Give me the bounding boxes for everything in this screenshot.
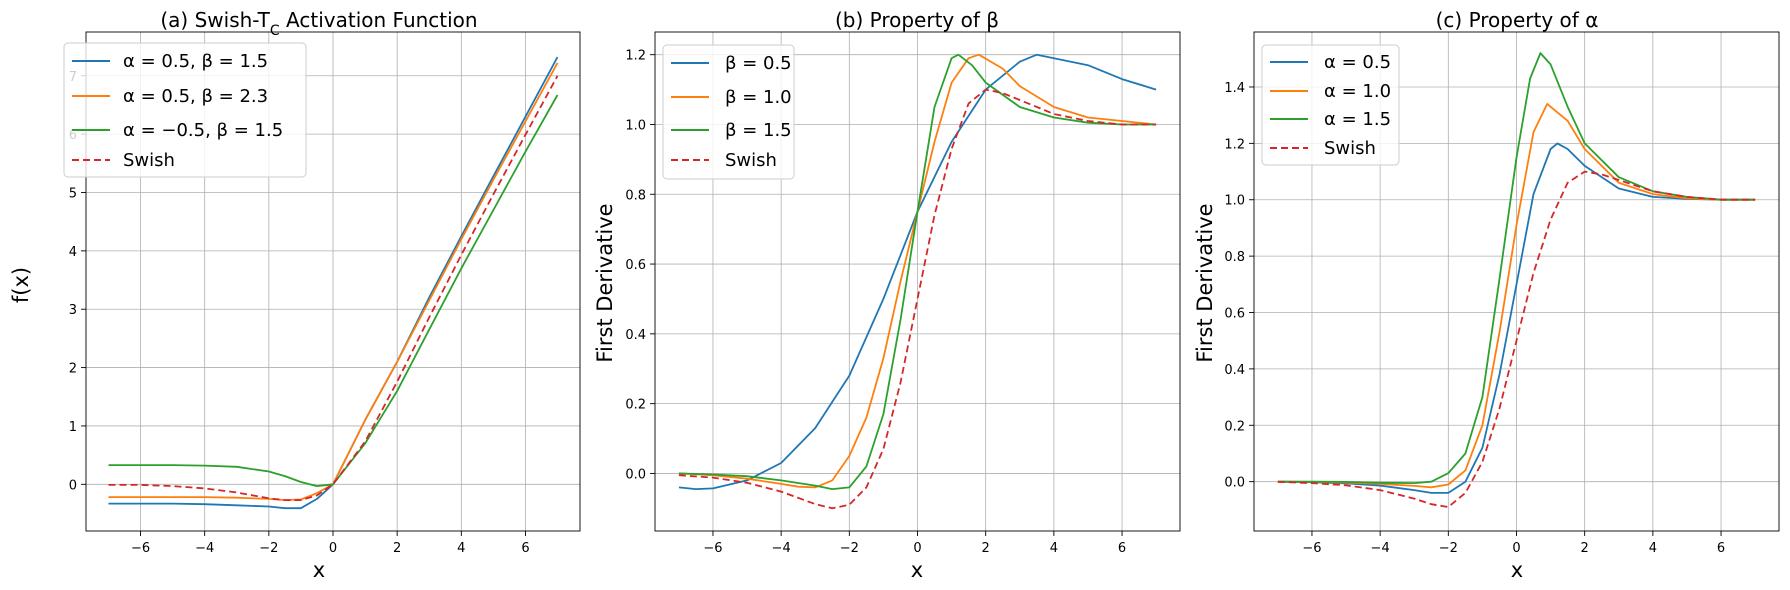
- panel-c-ytick-label-1: 0.2: [1224, 419, 1245, 434]
- panel-a-ytick-label-0: 0: [69, 478, 77, 493]
- panel-c-legend-label-2: α = 1.0: [1324, 81, 1391, 102]
- panel-b-xtick-label-0: −6: [703, 541, 722, 556]
- panel-b-legend-label-2: β = 1.0: [725, 87, 792, 108]
- panel-a-series-line-1: [108, 56, 559, 510]
- panel-b-ylabel: First Derivative: [593, 203, 617, 362]
- panel-a-legend-label-4: Swish: [123, 150, 175, 171]
- panel-c-xtick-label-1: −4: [1371, 541, 1390, 556]
- panel-a-series-line-4: [108, 75, 559, 502]
- panel-c-xtick-label-6: 6: [1717, 541, 1725, 556]
- panel-b-ytick-label-6: 1.2: [625, 49, 646, 64]
- panel-a-xtick-label-3: 0: [329, 541, 337, 556]
- panel-a-xtick-label-2: −2: [259, 541, 278, 556]
- panel-c-xlabel: x: [1511, 558, 1523, 582]
- panel-b-title: (b) Property of β: [835, 8, 999, 32]
- panel-b: (b) Property of β x First Derivative −6 −…: [593, 8, 1181, 582]
- panel-a: (a) Swish-TC Activation Function x f(x) …: [9, 8, 581, 582]
- panel-c-legend-label-4: Swish: [1324, 138, 1376, 159]
- panel-b-series-line-4: [678, 88, 1157, 510]
- panel-b-legend-frame: [662, 44, 795, 180]
- panel-c-ytick-label-4: 0.8: [1224, 250, 1245, 265]
- panel-c-ylabel: First Derivative: [1193, 203, 1217, 362]
- panel-b-legend: β = 0.5 β = 1.0 β = 1.5 Swish: [662, 44, 795, 180]
- panel-c-ytick-label-2: 0.4: [1224, 363, 1245, 378]
- panel-a-title: (a) Swish-TC Activation Function: [160, 8, 477, 39]
- panel-c-xtick-label-5: 4: [1649, 541, 1657, 556]
- panel-a-legend: α = 0.5, β = 1.5 α = 0.5, β = 2.3 α = −0…: [63, 42, 307, 178]
- panel-b-ytick-label-1: 0.2: [625, 398, 646, 413]
- panel-a-ylabel: f(x): [9, 267, 33, 303]
- panel-a-ytick-label-3: 3: [69, 303, 77, 318]
- panel-c-ytick-label-0: 0.0: [1224, 476, 1245, 491]
- panel-c-series-line-4: [1277, 170, 1756, 508]
- panel-a-legend-label-2: α = 0.5, β = 2.3: [123, 86, 268, 107]
- panel-a-series-line-3: [108, 94, 559, 488]
- panel-a-series-line-2: [108, 62, 559, 502]
- panel-a-legend-label-3: α = −0.5, β = 1.5: [123, 120, 283, 141]
- panel-c-legend-frame: [1261, 44, 1400, 166]
- panel-b-ytick-label-3: 0.6: [625, 258, 646, 273]
- panel-a-ytick-label-2: 2: [69, 362, 77, 377]
- panel-b-series-line-2: [678, 53, 1157, 489]
- panel-b-legend-label-4: Swish: [725, 150, 777, 171]
- panel-c-ytick-label-6: 1.2: [1224, 137, 1245, 152]
- panel-a-xtick-label-0: −6: [131, 541, 150, 556]
- panel-a-xtick-label-5: 4: [457, 541, 465, 556]
- panel-a-xlabel: x: [313, 558, 325, 582]
- panel-a-xtick-label-1: −4: [195, 541, 214, 556]
- panel-c-legend-label-3: α = 1.5: [1324, 109, 1391, 130]
- panel-a-legend-label-1: α = 0.5, β = 1.5: [123, 51, 268, 72]
- panel-c-legend-label-1: α = 0.5: [1324, 52, 1391, 73]
- panel-b-ytick-label-5: 1.0: [625, 118, 646, 133]
- panel-c-xtick-label-3: 0: [1512, 541, 1520, 556]
- panel-b-xlabel: x: [911, 558, 923, 582]
- panel-c-series-line-3: [1277, 52, 1756, 485]
- panel-c-ytick-label-7: 1.4: [1224, 81, 1245, 96]
- panel-b-ytick-label-4: 0.8: [625, 188, 646, 203]
- panel-b-grid: [655, 32, 1180, 531]
- panel-c: (c) Property of α x First Derivative −6 −…: [1193, 8, 1780, 582]
- panel-a-ytick-label-4: 4: [69, 245, 77, 260]
- panel-c-xtick-label-4: 2: [1581, 541, 1589, 556]
- panel-b-xtick-label-3: 0: [913, 541, 921, 556]
- panel-c-title: (c) Property of α: [1436, 8, 1599, 32]
- panel-b-xtick-label-2: −2: [840, 541, 859, 556]
- panel-a-legend-frame: [63, 42, 307, 178]
- panel-c-series-line-1: [1277, 142, 1756, 494]
- panel-b-legend-label-3: β = 1.5: [725, 120, 792, 141]
- panel-b-xtick-label-4: 2: [982, 541, 990, 556]
- panel-a-xtick-label-4: 2: [393, 541, 401, 556]
- panel-b-xtick-label-6: 6: [1118, 541, 1126, 556]
- panel-c-ytick-label-3: 0.6: [1224, 307, 1245, 322]
- panel-b-ytick-label-0: 0.0: [625, 467, 646, 482]
- panel-a-ytick-label-1: 1: [69, 420, 77, 435]
- panel-b-xtick-label-5: 4: [1050, 541, 1058, 556]
- panel-b-ytick-label-2: 0.4: [625, 328, 646, 343]
- panel-b-series-line-3: [678, 53, 1157, 491]
- panel-c-series-line-2: [1277, 103, 1756, 489]
- panel-c-ytick-label-5: 1.0: [1224, 194, 1245, 209]
- panel-b-xtick-label-1: −4: [772, 541, 791, 556]
- panel-a-xtick-label-6: 6: [521, 541, 529, 556]
- panel-c-xtick-label-2: −2: [1439, 541, 1458, 556]
- panel-a-ytick-label-5: 5: [69, 186, 77, 201]
- panel-c-xtick-label-0: −6: [1302, 541, 1321, 556]
- panel-c-legend: α = 0.5 α = 1.0 α = 1.5 Swish: [1261, 44, 1400, 166]
- panel-b-legend-label-1: β = 0.5: [725, 53, 792, 74]
